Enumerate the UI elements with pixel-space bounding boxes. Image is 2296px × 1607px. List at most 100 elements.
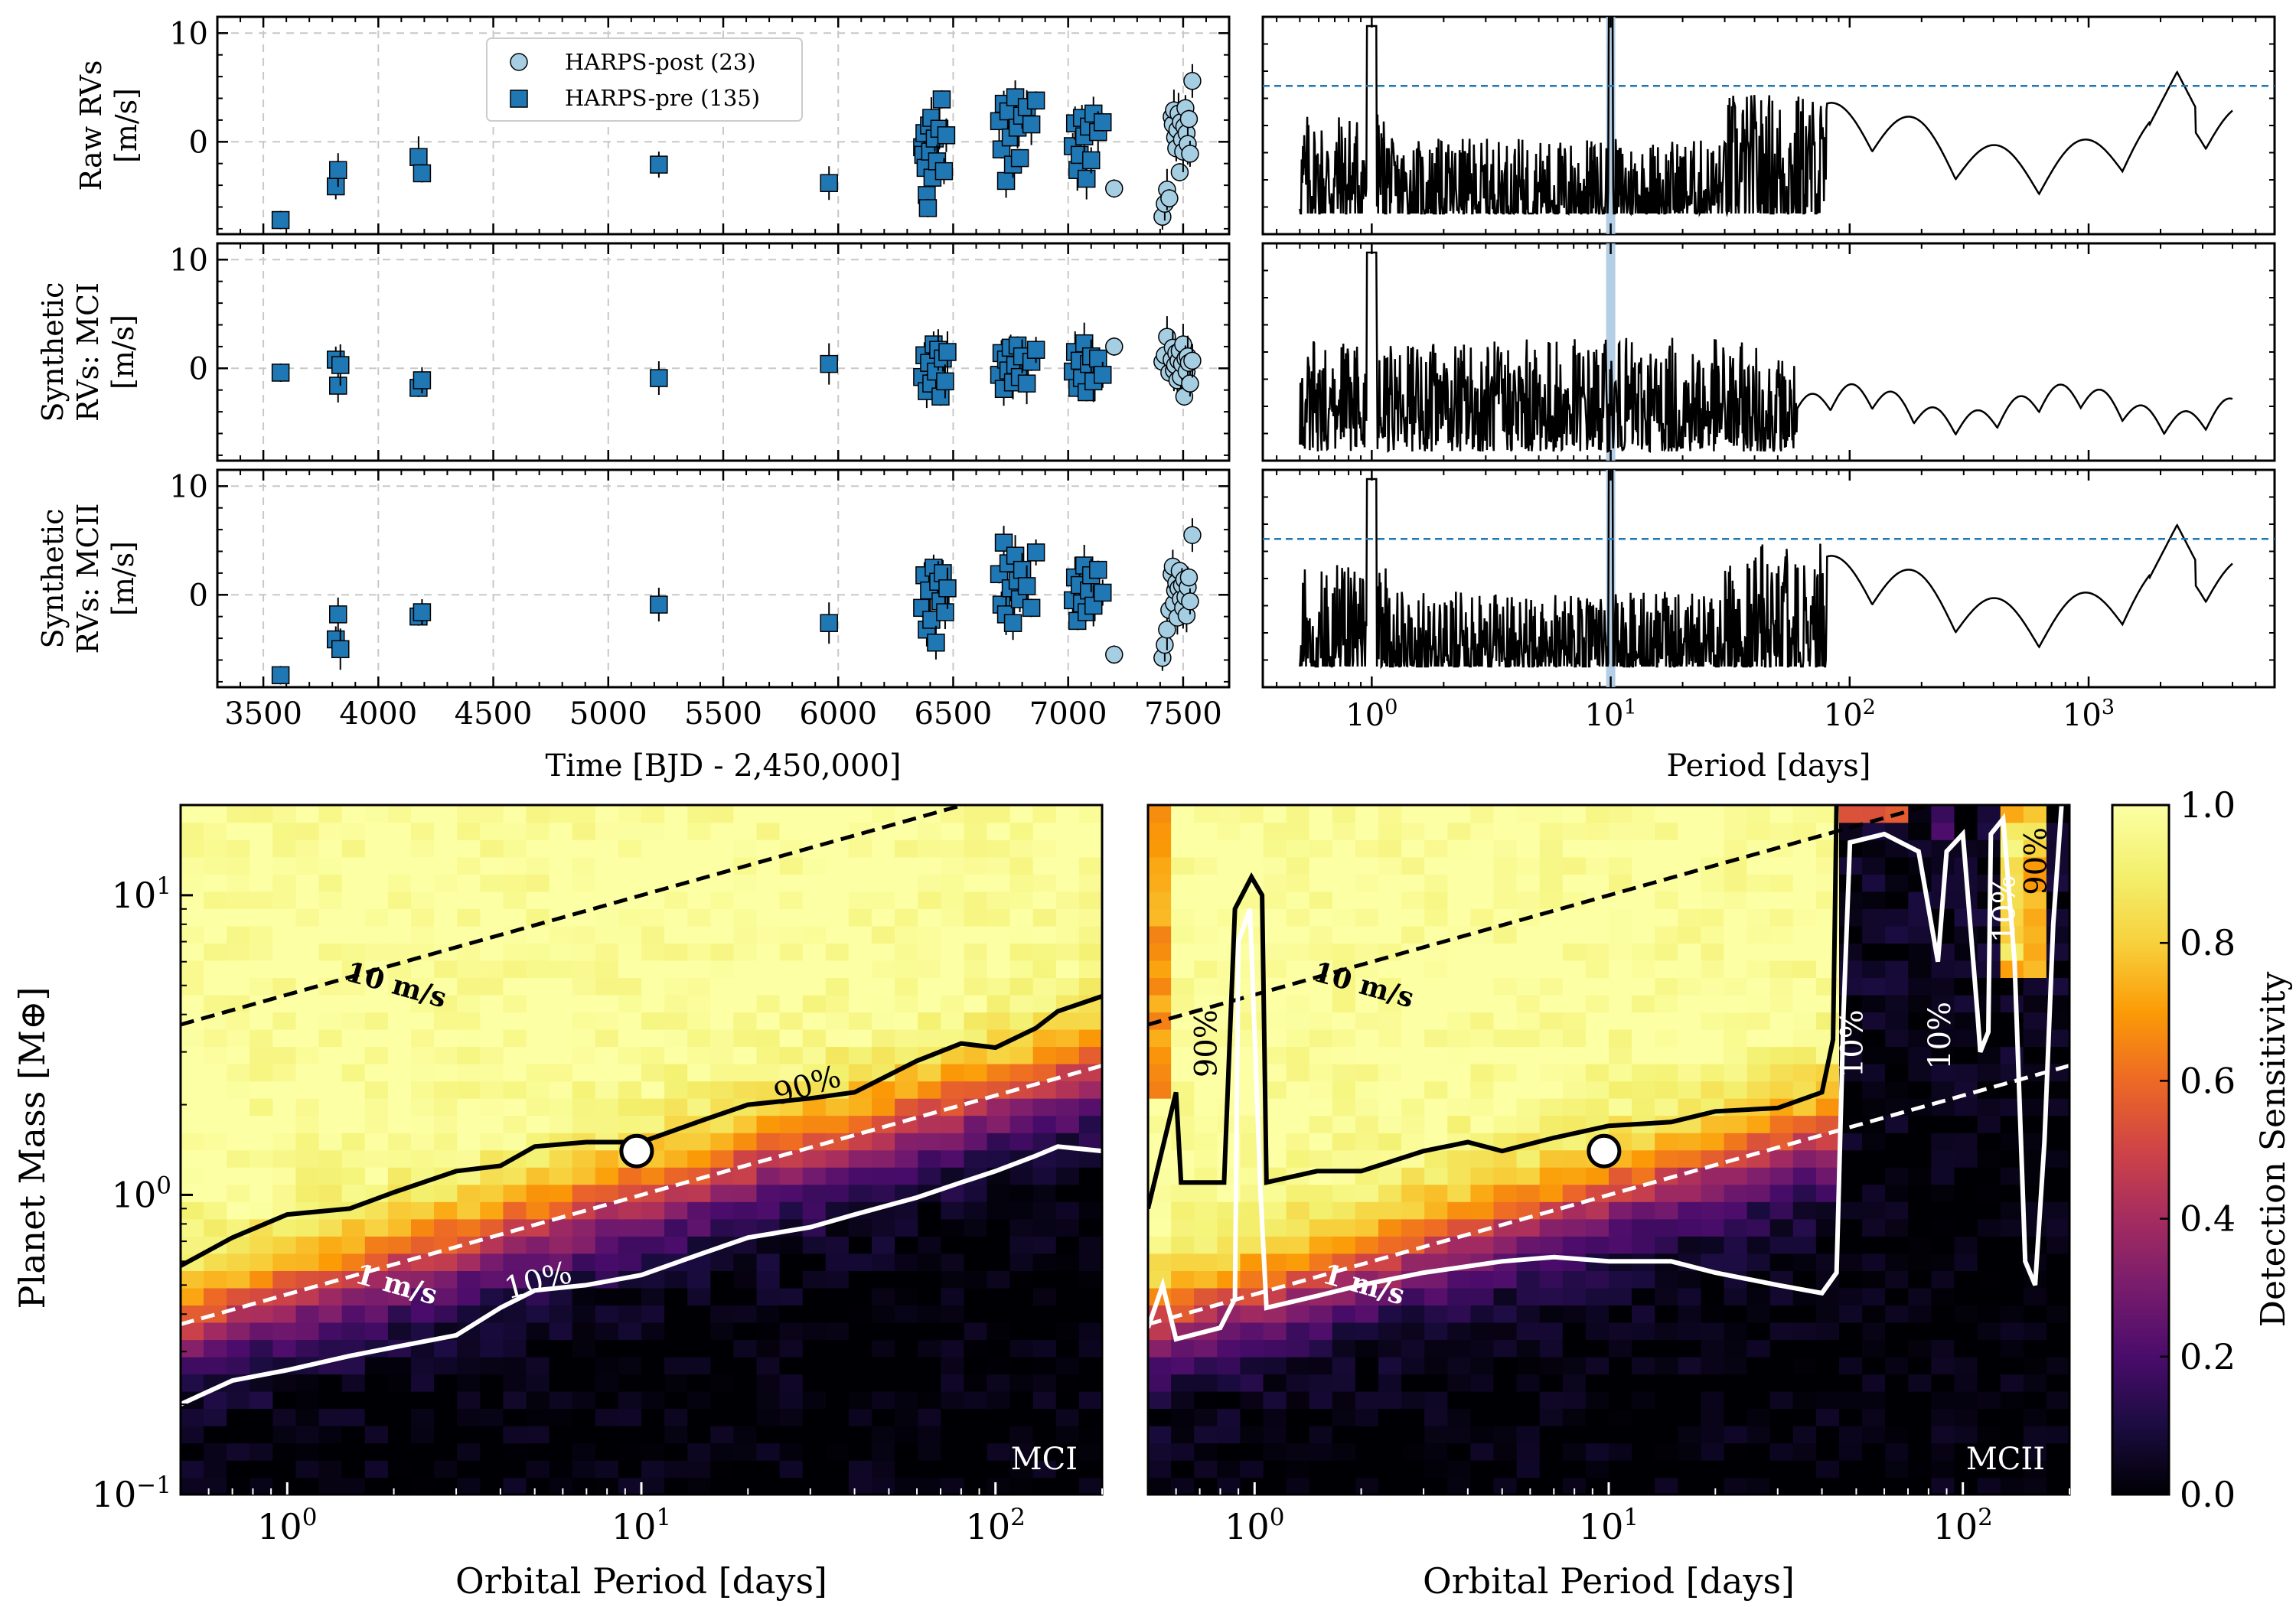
heatmap-cell xyxy=(272,1081,297,1099)
heatmap-cell xyxy=(1378,1218,1402,1237)
heatmap-cell xyxy=(387,1305,412,1323)
heatmap-cell xyxy=(987,960,1011,978)
heatmap-cell xyxy=(1055,1063,1080,1082)
heatmap-cell xyxy=(941,1374,965,1392)
heatmap-cell xyxy=(1078,1287,1102,1305)
y-tick-label: 10 xyxy=(169,469,208,504)
heatmap-cell xyxy=(1815,1442,1840,1461)
heatmap-cell xyxy=(181,994,204,1013)
heatmap-cell xyxy=(1839,874,1863,892)
heatmap-cell xyxy=(387,977,412,996)
heatmap-cell xyxy=(756,1408,781,1426)
data-point-pre xyxy=(271,666,290,685)
heatmap-cell xyxy=(457,1149,481,1168)
heatmap-cell xyxy=(1562,1133,1587,1151)
heatmap-cell xyxy=(503,1477,527,1495)
heatmap-cell xyxy=(1678,960,1702,978)
heatmap-cell xyxy=(434,1425,458,1444)
heatmap-cell xyxy=(1378,925,1402,944)
heatmap-cell xyxy=(848,943,872,961)
heatmap-cell xyxy=(1332,1442,1356,1461)
heatmap-cell xyxy=(387,1270,412,1289)
heatmap-cell xyxy=(987,1356,1011,1375)
colorbar-tick-label: 0.8 xyxy=(2180,922,2236,963)
heatmap-cell xyxy=(1378,1184,1402,1202)
heatmap-cell xyxy=(526,1236,550,1254)
heatmap-cell xyxy=(1493,1425,1518,1444)
heatmap-cell xyxy=(1678,1097,1702,1116)
heatmap-cell xyxy=(295,1149,320,1168)
heatmap-cell xyxy=(1815,1460,1840,1478)
heatmap-cell xyxy=(825,1253,850,1271)
heatmap-cell xyxy=(1724,960,1748,978)
heatmap-cell xyxy=(318,1149,343,1168)
heatmap-cell xyxy=(618,1390,642,1410)
heatmap-cell xyxy=(1977,1167,2001,1185)
heatmap-cell xyxy=(941,1012,965,1030)
heatmap-cell xyxy=(2023,1374,2047,1392)
heatmap-cell xyxy=(1493,1063,1518,1082)
heatmap-cell xyxy=(1378,994,1402,1013)
heatmap-cell xyxy=(1009,1253,1034,1271)
heatmap-cell xyxy=(1839,1115,1863,1133)
heatmap-cell xyxy=(181,1097,204,1116)
heatmap-cell xyxy=(227,1184,251,1202)
heatmap-cell xyxy=(1032,908,1057,927)
heatmap-cell xyxy=(1724,1184,1748,1202)
heatmap-cell xyxy=(1263,1028,1287,1048)
heatmap-cell xyxy=(1447,856,1472,875)
heatmap-cell xyxy=(526,1046,550,1064)
heatmap-cell xyxy=(1516,1356,1541,1375)
heatmap-cell xyxy=(848,1425,872,1444)
heatmap-cell xyxy=(687,1477,712,1495)
heatmap-cell xyxy=(710,1081,735,1099)
heatmap-cell xyxy=(1286,1305,1310,1323)
x-tick-label: 4500 xyxy=(455,696,533,732)
heatmap-cell xyxy=(1378,1046,1402,1064)
heatmap-cell xyxy=(1332,839,1356,858)
heatmap-cell xyxy=(1009,925,1034,944)
heatmap-cell xyxy=(1701,1322,1725,1341)
heatmap-cell xyxy=(227,856,251,875)
heatmap-cell xyxy=(710,1356,735,1375)
heatmap-cell xyxy=(1263,891,1287,909)
heatmap-cell xyxy=(1355,839,1379,858)
heatmap-cell xyxy=(411,1201,435,1220)
heatmap-cell xyxy=(1954,1236,1978,1254)
heatmap-cell xyxy=(1839,1408,1863,1426)
heatmap-cell xyxy=(1309,1322,1333,1341)
heatmap-cell xyxy=(1724,1236,1748,1254)
heatmap-cell xyxy=(1678,1063,1702,1082)
heatmap-cell xyxy=(457,1063,481,1082)
heatmap-cell xyxy=(2046,1253,2069,1271)
heatmap-cell xyxy=(1815,1305,1840,1323)
heatmap-cell xyxy=(1931,1149,1955,1168)
heatmap-cell xyxy=(2023,1305,2047,1323)
heatmap-cell xyxy=(503,1253,527,1271)
heatmap-cell xyxy=(1378,1374,1402,1392)
heatmap-cell xyxy=(249,1028,274,1048)
heatmap-cell xyxy=(872,1097,895,1116)
heatmap-cell xyxy=(687,1133,712,1151)
heatmap-cell xyxy=(1078,1028,1102,1048)
heatmap-cell xyxy=(1401,856,1425,875)
heatmap-cell xyxy=(1839,1218,1863,1237)
heatmap-cell xyxy=(272,960,297,978)
heatmap-cell xyxy=(1355,805,1379,823)
heatmap-cell xyxy=(364,1322,389,1341)
heatmap-cell xyxy=(1217,856,1241,875)
heatmap-cell xyxy=(1309,1374,1333,1392)
heatmap-cell xyxy=(1470,891,1495,909)
heatmap-cell xyxy=(872,1270,895,1289)
heatmap-cell xyxy=(1769,977,1794,996)
heatmap-cell xyxy=(802,1184,827,1202)
data-point-pre xyxy=(936,603,954,621)
heatmap-cell xyxy=(733,1356,758,1375)
heatmap-cell xyxy=(572,1012,596,1030)
heatmap-cell xyxy=(1447,943,1472,961)
heatmap-cell xyxy=(434,1028,458,1048)
heatmap-cell xyxy=(1332,805,1356,823)
heatmap-cell xyxy=(1286,891,1310,909)
heatmap-cell xyxy=(987,1201,1011,1220)
heatmap-cell xyxy=(595,1339,619,1358)
